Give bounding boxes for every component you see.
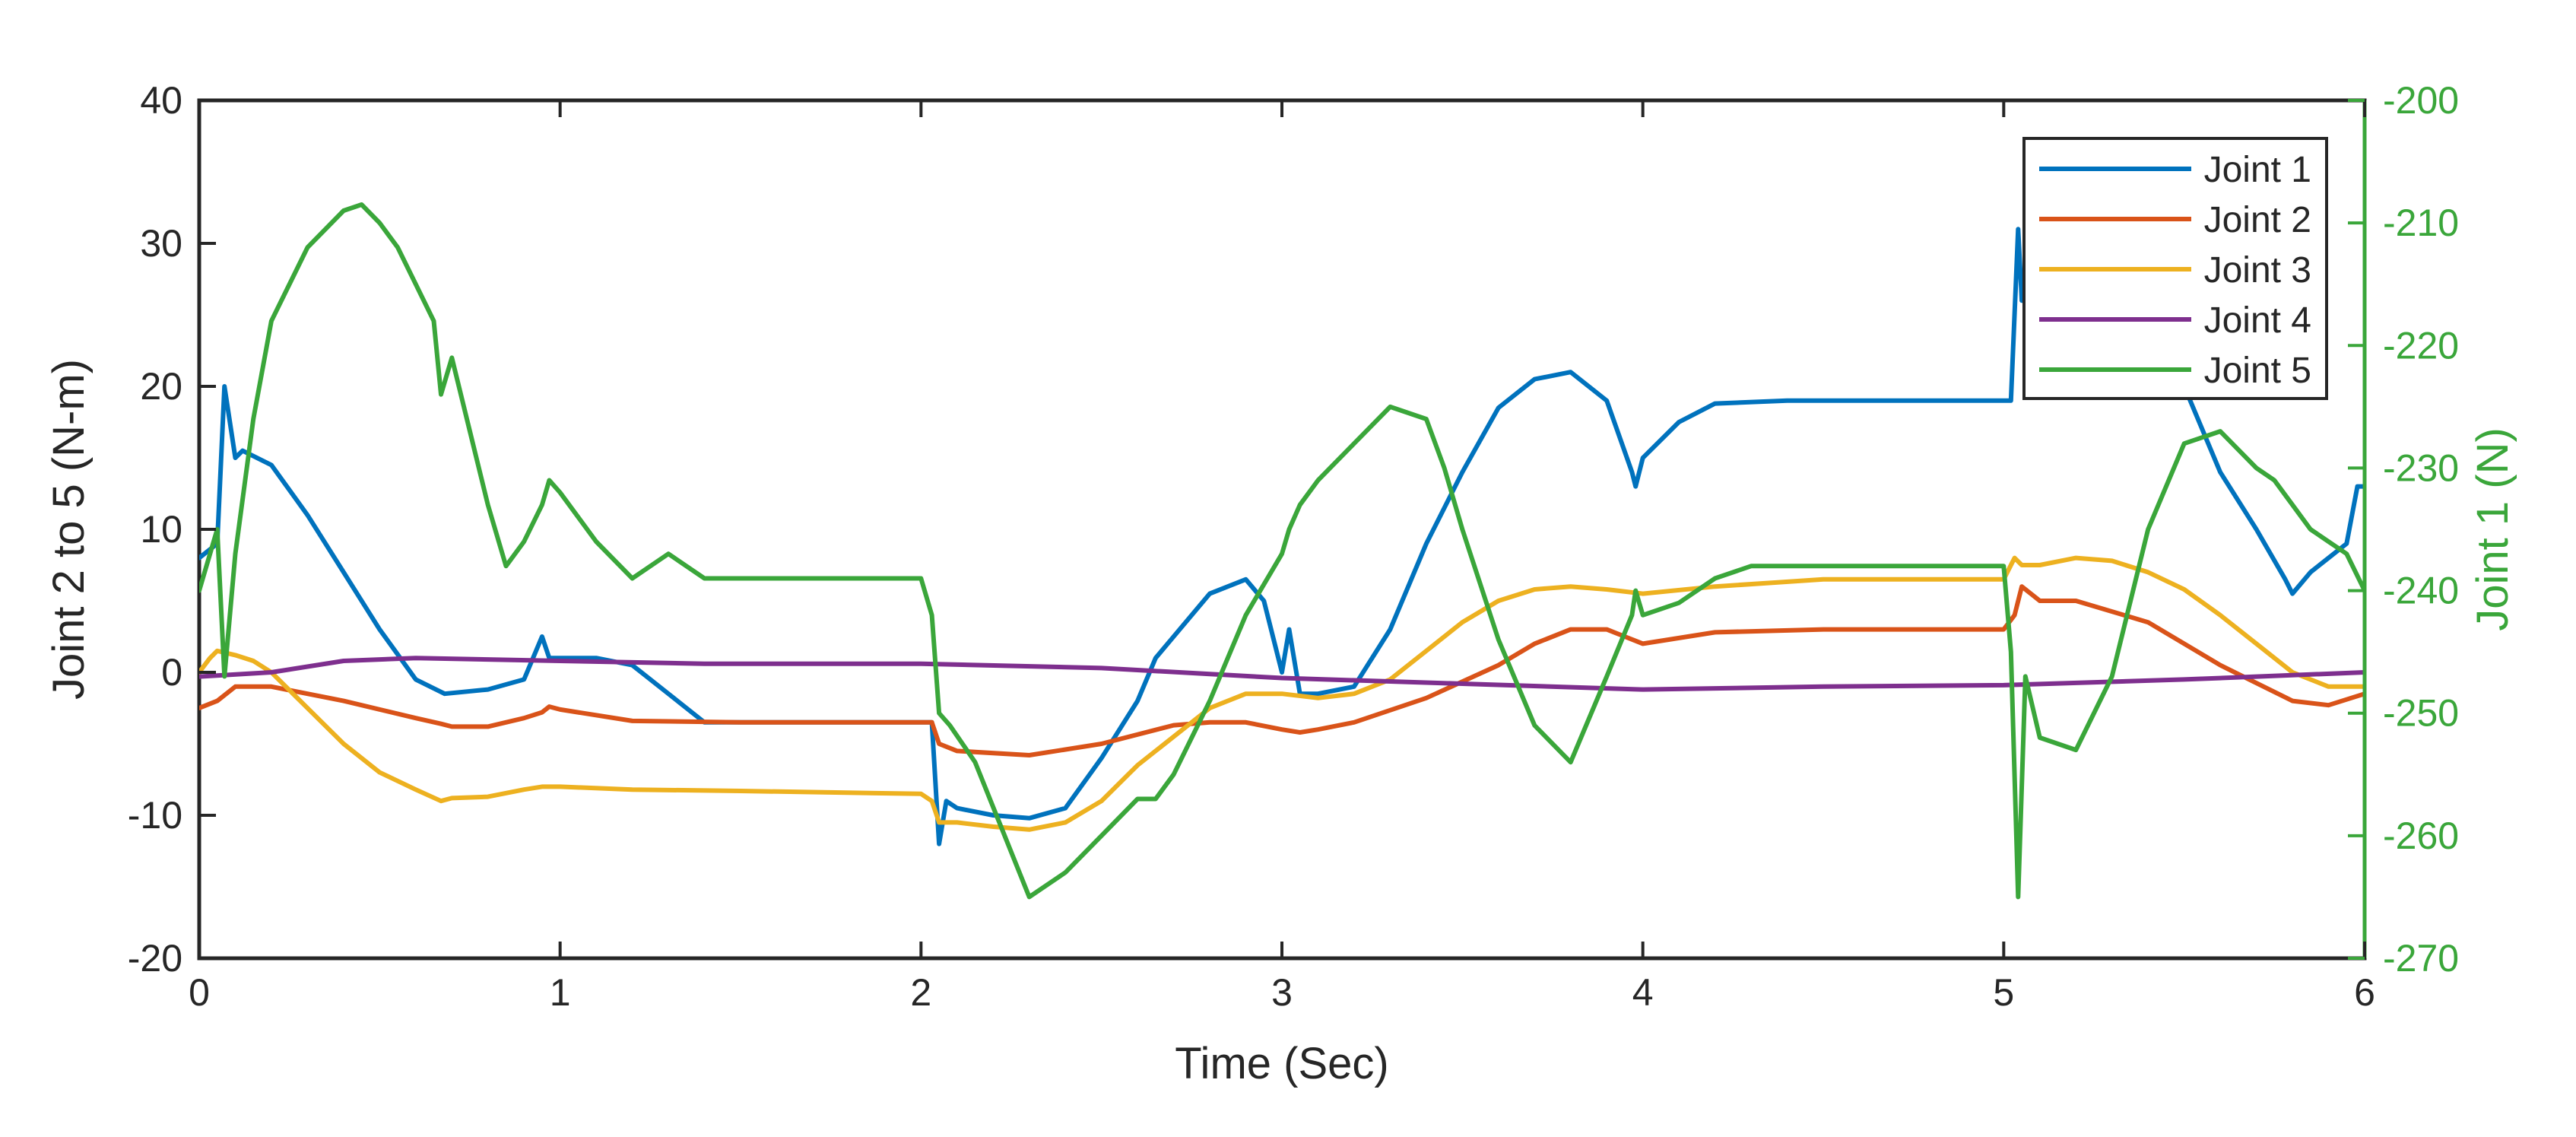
right-y-tick-label: -240 — [2383, 570, 2459, 612]
y-tick-label: -10 — [128, 794, 182, 837]
legend-label-joint-2: Joint 2 — [2204, 200, 2311, 240]
right-y-tick-label: -210 — [2383, 202, 2459, 244]
legend: Joint 1 Joint 2 Joint 3 Joint 4 Joint 5 — [2022, 137, 2328, 400]
right-y-axis-ticks: -270 -260 -250 -240 -230 -220 -210 -200 — [2348, 79, 2459, 980]
x-tick-label: 5 — [1993, 971, 2014, 1014]
right-y-tick-label: -220 — [2383, 324, 2459, 367]
y-tick-label: 20 — [140, 365, 182, 408]
plot-area — [197, 98, 2367, 961]
series-line-joint-3 — [199, 555, 2365, 832]
right-y-tick-label: -230 — [2383, 446, 2459, 489]
left-y-axis-title: Joint 2 to 5 (N-m) — [44, 359, 94, 700]
y-tick-label: -20 — [128, 937, 182, 980]
right-y-tick-label: -270 — [2383, 937, 2459, 980]
x-tick-label: 4 — [1632, 971, 1654, 1014]
y-tick-label: 30 — [140, 222, 182, 265]
right-y-axis-title: Joint 1 (N) — [2468, 427, 2517, 631]
right-y-tick-label: -200 — [2383, 79, 2459, 122]
x-tick-label: 0 — [189, 971, 210, 1014]
y-tick-label: 40 — [140, 79, 182, 122]
y-tick-label: 10 — [140, 508, 182, 551]
x-tick-label: 1 — [550, 971, 571, 1014]
x-tick-label: 6 — [2354, 971, 2375, 1014]
x-axis-ticks: 0 1 2 3 4 5 6 — [189, 100, 2375, 1014]
series-line-joint-2 — [199, 584, 2365, 757]
left-y-axis-ticks: -20 -10 0 10 20 30 40 — [128, 79, 216, 980]
series-line-joint-5 — [199, 202, 2365, 900]
y-tick-label: 0 — [161, 651, 182, 694]
x-tick-label: 3 — [1271, 971, 1293, 1014]
x-axis-title: Time (Sec) — [1175, 1039, 1388, 1088]
legend-label-joint-4: Joint 4 — [2204, 300, 2311, 341]
right-y-tick-label: -250 — [2383, 692, 2459, 735]
right-y-tick-label: -260 — [2383, 815, 2459, 857]
legend-label-joint-5: Joint 5 — [2204, 351, 2311, 391]
x-tick-label: 2 — [910, 971, 931, 1014]
legend-label-joint-1: Joint 1 — [2204, 150, 2311, 190]
series-line-joint-4 — [199, 656, 2365, 692]
legend-label-joint-3: Joint 3 — [2204, 250, 2311, 291]
